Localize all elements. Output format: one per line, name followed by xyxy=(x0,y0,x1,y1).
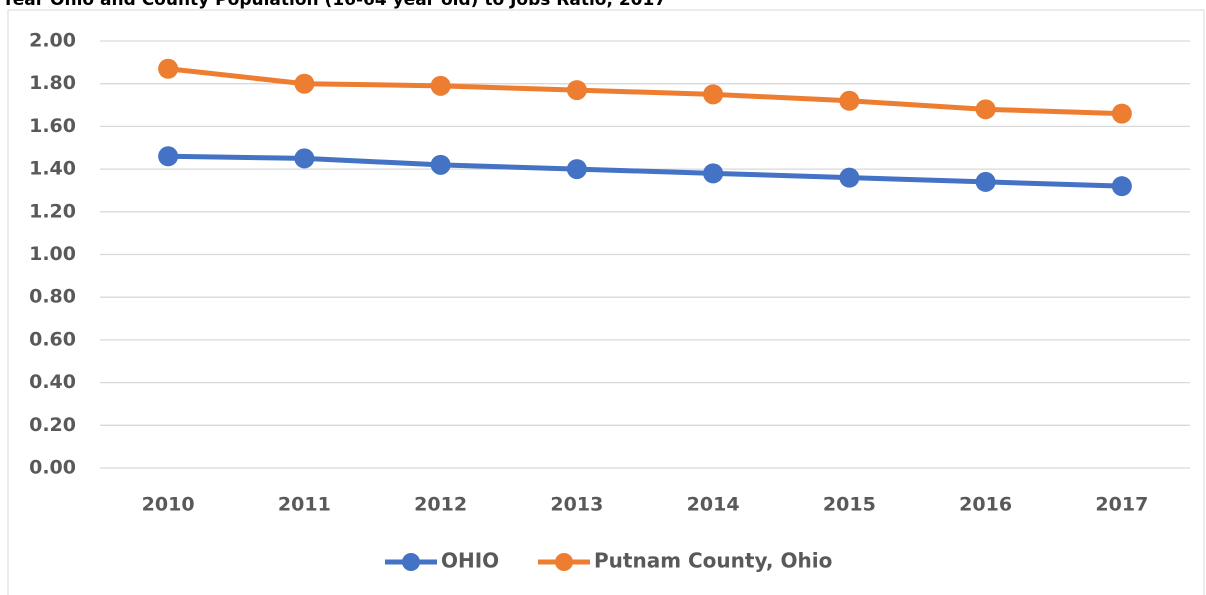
x-tick-label: 2014 xyxy=(687,494,740,516)
data-point xyxy=(1111,176,1132,197)
data-point xyxy=(1111,103,1132,124)
y-tick-label: 1.00 xyxy=(29,243,76,265)
y-tick-label: 0.80 xyxy=(29,286,76,308)
data-point xyxy=(294,148,315,169)
legend-label: OHIO xyxy=(441,549,499,573)
data-point xyxy=(566,159,587,180)
data-point xyxy=(158,146,179,167)
data-point xyxy=(430,75,451,96)
y-tick-label: 2.00 xyxy=(29,30,76,52)
data-point xyxy=(975,99,996,120)
data-point xyxy=(566,80,587,101)
series-line xyxy=(167,66,1122,117)
data-point xyxy=(975,171,996,192)
x-tick-label: 2010 xyxy=(142,494,195,516)
x-tick-label: 2012 xyxy=(414,494,467,516)
x-tick-label: 2016 xyxy=(959,494,1012,516)
x-tick-label: 2015 xyxy=(823,494,876,516)
data-point xyxy=(703,163,724,184)
series-line xyxy=(168,153,1122,189)
y-tick-label: 0.60 xyxy=(29,328,76,350)
y-tick-label: 0.40 xyxy=(29,371,76,393)
legend-marker xyxy=(402,553,420,571)
data-point xyxy=(430,154,451,175)
y-tick-label: 0.20 xyxy=(29,414,76,436)
legend-label: Putnam County, Ohio xyxy=(594,549,832,573)
y-tick-label: 1.40 xyxy=(29,158,76,180)
y-tick-label: 1.60 xyxy=(29,115,76,137)
legend-marker xyxy=(555,553,573,571)
y-tick-label: 0.00 xyxy=(29,457,76,479)
data-point xyxy=(703,84,724,105)
data-point xyxy=(158,58,179,79)
x-tick-label: 2017 xyxy=(1095,494,1148,516)
data-point xyxy=(294,73,315,94)
y-tick-label: 1.20 xyxy=(29,200,76,222)
y-tick-label: 1.80 xyxy=(29,72,76,94)
x-tick-label: 2011 xyxy=(278,494,331,516)
x-tick-label: 2013 xyxy=(550,494,603,516)
chart-frame xyxy=(7,9,1205,595)
data-point xyxy=(839,90,860,111)
chart-title: Year Ohio and County Population (16-64 y… xyxy=(1,0,666,10)
data-point xyxy=(839,167,860,188)
